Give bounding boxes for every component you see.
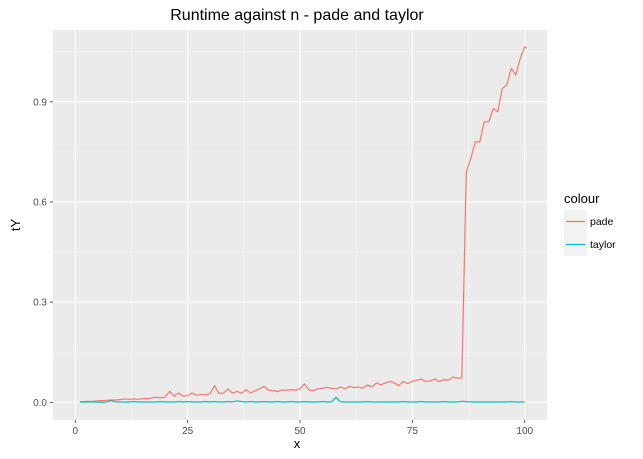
legend-title: colour — [564, 191, 600, 206]
y-tick-label: 0.3 — [33, 298, 47, 309]
legend-label-taylor: taylor — [590, 239, 616, 251]
legend: colour pade taylor — [564, 191, 616, 256]
series-line-taylor — [79, 396, 525, 403]
x-tick-label: 25 — [182, 426, 194, 437]
x-tick-label: 50 — [294, 426, 306, 437]
x-axis-ticks: 0 25 50 75 100 — [72, 420, 534, 437]
y-tick-label: 0.0 — [33, 398, 47, 409]
legend-items: pade taylor — [564, 210, 616, 256]
y-tick-label: 0.6 — [33, 197, 47, 208]
x-axis-title: x — [294, 436, 301, 451]
x-tick-label: 0 — [72, 426, 78, 437]
y-axis-ticks: 0.0 0.3 0.6 0.9 — [33, 97, 53, 409]
y-axis-title: tY — [8, 219, 23, 232]
x-tick-label: 100 — [516, 426, 533, 437]
series-line-pade — [79, 46, 527, 403]
y-tick-label: 0.9 — [33, 97, 47, 108]
legend-label-pade: pade — [590, 216, 614, 228]
chart-title: Runtime against n - pade and taylor — [170, 7, 424, 24]
x-tick-label: 75 — [407, 426, 419, 437]
series-lines — [79, 46, 527, 403]
